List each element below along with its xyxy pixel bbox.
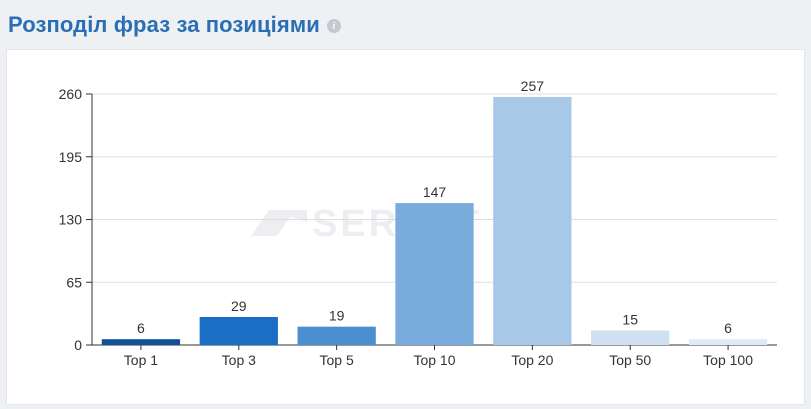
chart-header: Розподіл фраз за позиціями i [8,10,341,40]
bar-top-10[interactable] [395,203,474,345]
y-tick-label: 195 [59,149,83,165]
data-label: 6 [137,320,145,336]
bar-top-3[interactable] [199,317,278,345]
x-tick-label: Top 20 [511,352,553,368]
x-tick-label: Top 100 [703,352,753,368]
data-label: 147 [423,184,447,200]
y-tick-label: 65 [66,274,82,290]
data-label: 6 [724,320,732,336]
bar-top-20[interactable] [493,96,572,345]
y-tick-label: 130 [59,212,83,228]
info-icon[interactable]: i [326,19,341,33]
y-tick-label: 260 [59,86,83,102]
bar-top-5[interactable] [297,326,376,345]
data-label: 15 [622,312,638,328]
chart-title: Розподіл фраз за позиціями [8,12,320,37]
x-tick-label: Top 3 [222,352,256,368]
data-label: 19 [329,308,345,324]
watermark-logo-icon [251,210,307,236]
data-label: 257 [521,78,545,94]
x-tick-label: Top 10 [413,352,455,368]
x-tick-label: Top 50 [609,352,651,368]
bar-top-50[interactable] [591,330,670,345]
bar-top-1[interactable] [101,339,181,345]
data-label: 29 [231,298,247,314]
x-tick-label: Top 5 [320,352,354,368]
y-tick-label: 0 [74,337,82,353]
x-tick-label: Top 1 [124,352,158,368]
bar-top-100[interactable] [688,339,768,345]
